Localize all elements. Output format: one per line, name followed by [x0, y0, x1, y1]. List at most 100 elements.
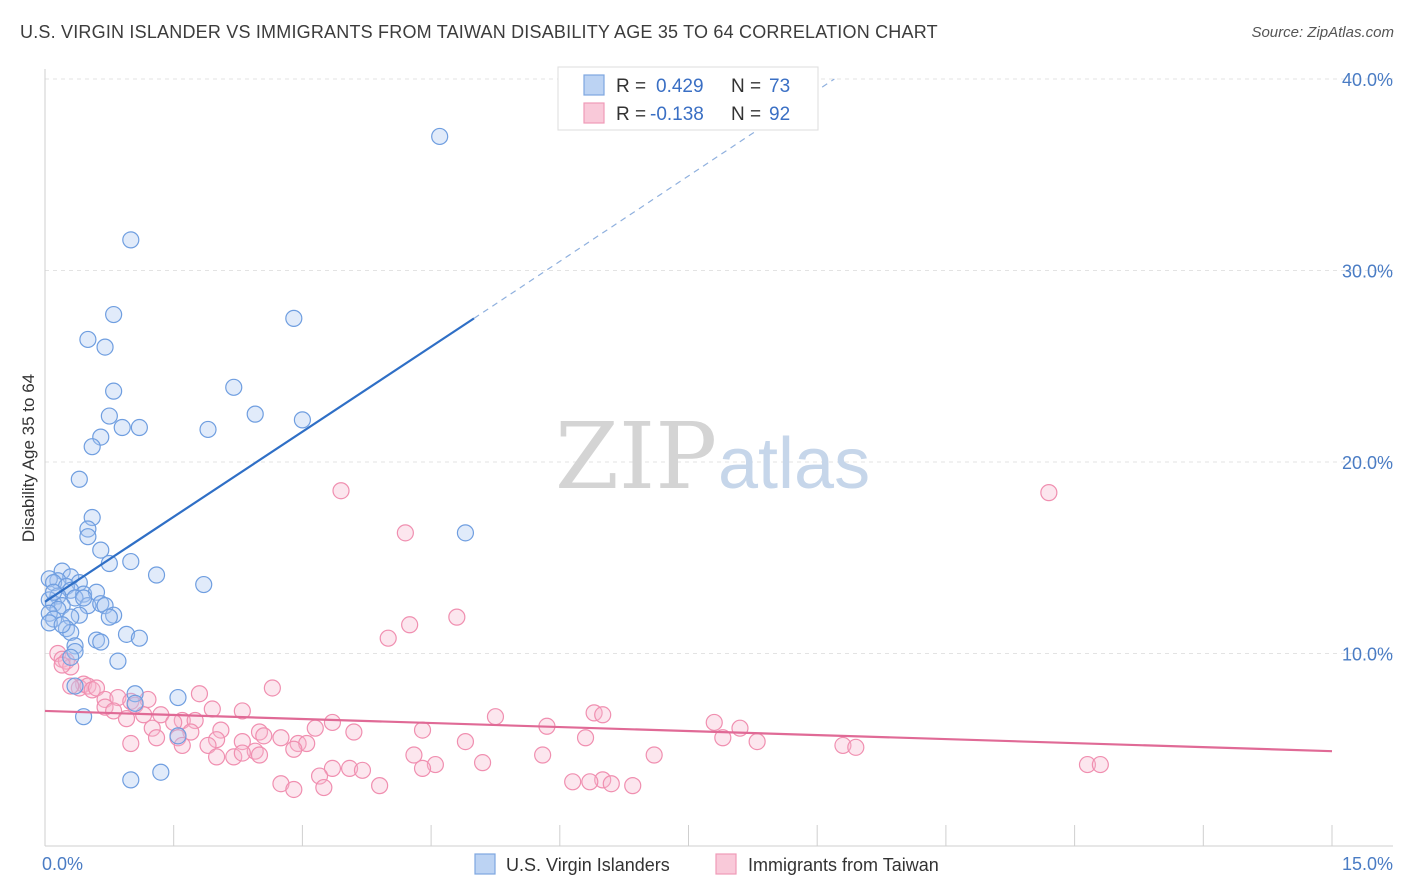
point-virgin-islanders-55 — [130, 629, 148, 647]
x-tick-label-min: 0.0% — [42, 854, 83, 874]
point-taiwan-87 — [371, 777, 389, 795]
point-taiwan-91 — [62, 677, 80, 695]
point-virgin-islanders-24 — [147, 566, 166, 584]
point-virgin-islanders-70 — [53, 616, 71, 634]
point-virgin-islanders-29 — [44, 574, 63, 592]
point-taiwan-59 — [834, 736, 852, 755]
watermark: ZIP atlas — [555, 403, 870, 510]
point-virgin-islanders-6 — [225, 378, 243, 396]
point-taiwan-62 — [173, 736, 191, 755]
point-taiwan-16 — [263, 679, 281, 697]
legend-swatch-pink — [583, 102, 605, 124]
point-taiwan-50 — [272, 729, 290, 747]
point-taiwan-5 — [379, 629, 397, 647]
point-taiwan-20 — [109, 688, 127, 707]
point-taiwan-78 — [413, 759, 432, 778]
bottom-legend: U.S. Virgin Islanders Immigrants from Ta… — [474, 853, 939, 875]
point-taiwan-40 — [212, 721, 230, 739]
point-taiwan-38 — [306, 719, 324, 737]
grid-lines — [45, 78, 1393, 654]
point-virgin-islanders-19 — [79, 528, 97, 546]
point-virgin-islanders-4 — [79, 330, 97, 349]
legend-n-value-2: 92 — [769, 104, 790, 125]
bottom-legend-label-1: U.S. Virgin Islanders — [506, 855, 670, 875]
watermark-zip: ZIP — [555, 403, 717, 510]
point-virgin-islanders-64 — [169, 688, 187, 707]
point-taiwan-85 — [285, 780, 303, 799]
point-virgin-islanders-61 — [109, 652, 127, 670]
y-tick-label-1: 20.0% — [1342, 453, 1393, 473]
point-taiwan-70 — [405, 746, 423, 764]
point-taiwan-22 — [96, 698, 114, 716]
point-virgin-islanders-71 — [44, 583, 63, 601]
point-virgin-islanders-13 — [199, 420, 217, 439]
point-taiwan-49 — [208, 731, 226, 749]
point-virgin-islanders-63 — [126, 685, 144, 703]
point-virgin-islanders-65 — [126, 694, 144, 712]
point-virgin-islanders-72 — [75, 589, 93, 607]
point-virgin-islanders-69 — [152, 763, 170, 781]
point-virgin-islanders-32 — [195, 575, 213, 594]
trend-line-taiwan — [44, 709, 1333, 753]
point-taiwan-25 — [203, 700, 221, 718]
point-taiwan-76 — [323, 759, 342, 778]
point-virgin-islanders-3 — [285, 309, 303, 327]
point-virgin-islanders-9 — [246, 405, 264, 423]
source-label: Source: ZipAtlas.com — [1251, 24, 1394, 41]
legend-n-label-1: N = — [731, 76, 761, 97]
point-taiwan-68 — [250, 746, 269, 764]
bottom-legend-label-2: Immigrants from Taiwan — [748, 855, 939, 875]
point-taiwan-90 — [1091, 755, 1109, 774]
point-virgin-islanders-5 — [96, 338, 114, 356]
legend-n-value-1: 73 — [769, 76, 790, 97]
point-virgin-islanders-16 — [70, 470, 88, 488]
point-taiwan-51 — [255, 727, 273, 745]
point-taiwan-23 — [105, 702, 123, 720]
point-virgin-islanders-23 — [122, 552, 140, 571]
point-virgin-islanders-20 — [456, 524, 475, 542]
point-taiwan-73 — [426, 755, 444, 774]
point-virgin-islanders-68 — [122, 771, 140, 789]
point-virgin-islanders-67 — [169, 727, 187, 745]
y-tick-label-3: 40.0% — [1342, 70, 1393, 90]
y-tick-label-2: 30.0% — [1342, 262, 1393, 282]
bottom-legend-swatch-pink — [715, 853, 737, 875]
point-taiwan-43 — [345, 723, 363, 741]
point-taiwan-0 — [1040, 484, 1058, 502]
point-taiwan-72 — [645, 746, 663, 764]
point-virgin-islanders-12 — [130, 418, 148, 437]
x-axis-ticks — [173, 825, 1333, 846]
point-taiwan-47 — [147, 729, 166, 747]
point-virgin-islanders-2 — [105, 305, 123, 324]
point-taiwan-15 — [87, 679, 106, 697]
point-taiwan-69 — [208, 748, 226, 766]
trend-lines — [44, 78, 1333, 753]
point-taiwan-60 — [847, 738, 865, 756]
legend-r-label-1: R = — [616, 76, 646, 97]
point-taiwan-80 — [594, 771, 612, 789]
point-virgin-islanders-21 — [92, 541, 110, 559]
point-taiwan-19 — [190, 685, 209, 703]
point-virgin-islanders-15 — [83, 438, 101, 456]
point-taiwan-67 — [233, 744, 251, 762]
y-tick-label-0: 10.0% — [1342, 645, 1393, 665]
point-virgin-islanders-7 — [105, 382, 123, 400]
point-taiwan-58 — [748, 732, 766, 751]
series-virgin-islanders-points — [40, 127, 475, 789]
legend-n-label-2: N = — [731, 104, 761, 125]
point-virgin-islanders-50 — [100, 608, 118, 626]
point-taiwan-44 — [413, 721, 432, 739]
point-taiwan-57 — [714, 729, 732, 747]
point-taiwan-74 — [473, 754, 492, 772]
series-taiwan-points — [49, 482, 1109, 799]
axes — [44, 69, 1393, 847]
point-taiwan-33 — [486, 708, 505, 726]
point-virgin-islanders-51 — [40, 614, 58, 632]
point-taiwan-66 — [225, 748, 243, 766]
point-virgin-islanders-54 — [117, 625, 136, 643]
legend-r-value-1: 0.429 — [656, 76, 704, 97]
point-taiwan-37 — [323, 713, 342, 732]
point-taiwan-36 — [705, 713, 723, 732]
legend-box: R = 0.429 N = 73 R = -0.138 N = 92 — [557, 66, 819, 131]
point-virgin-islanders-1 — [122, 231, 140, 249]
